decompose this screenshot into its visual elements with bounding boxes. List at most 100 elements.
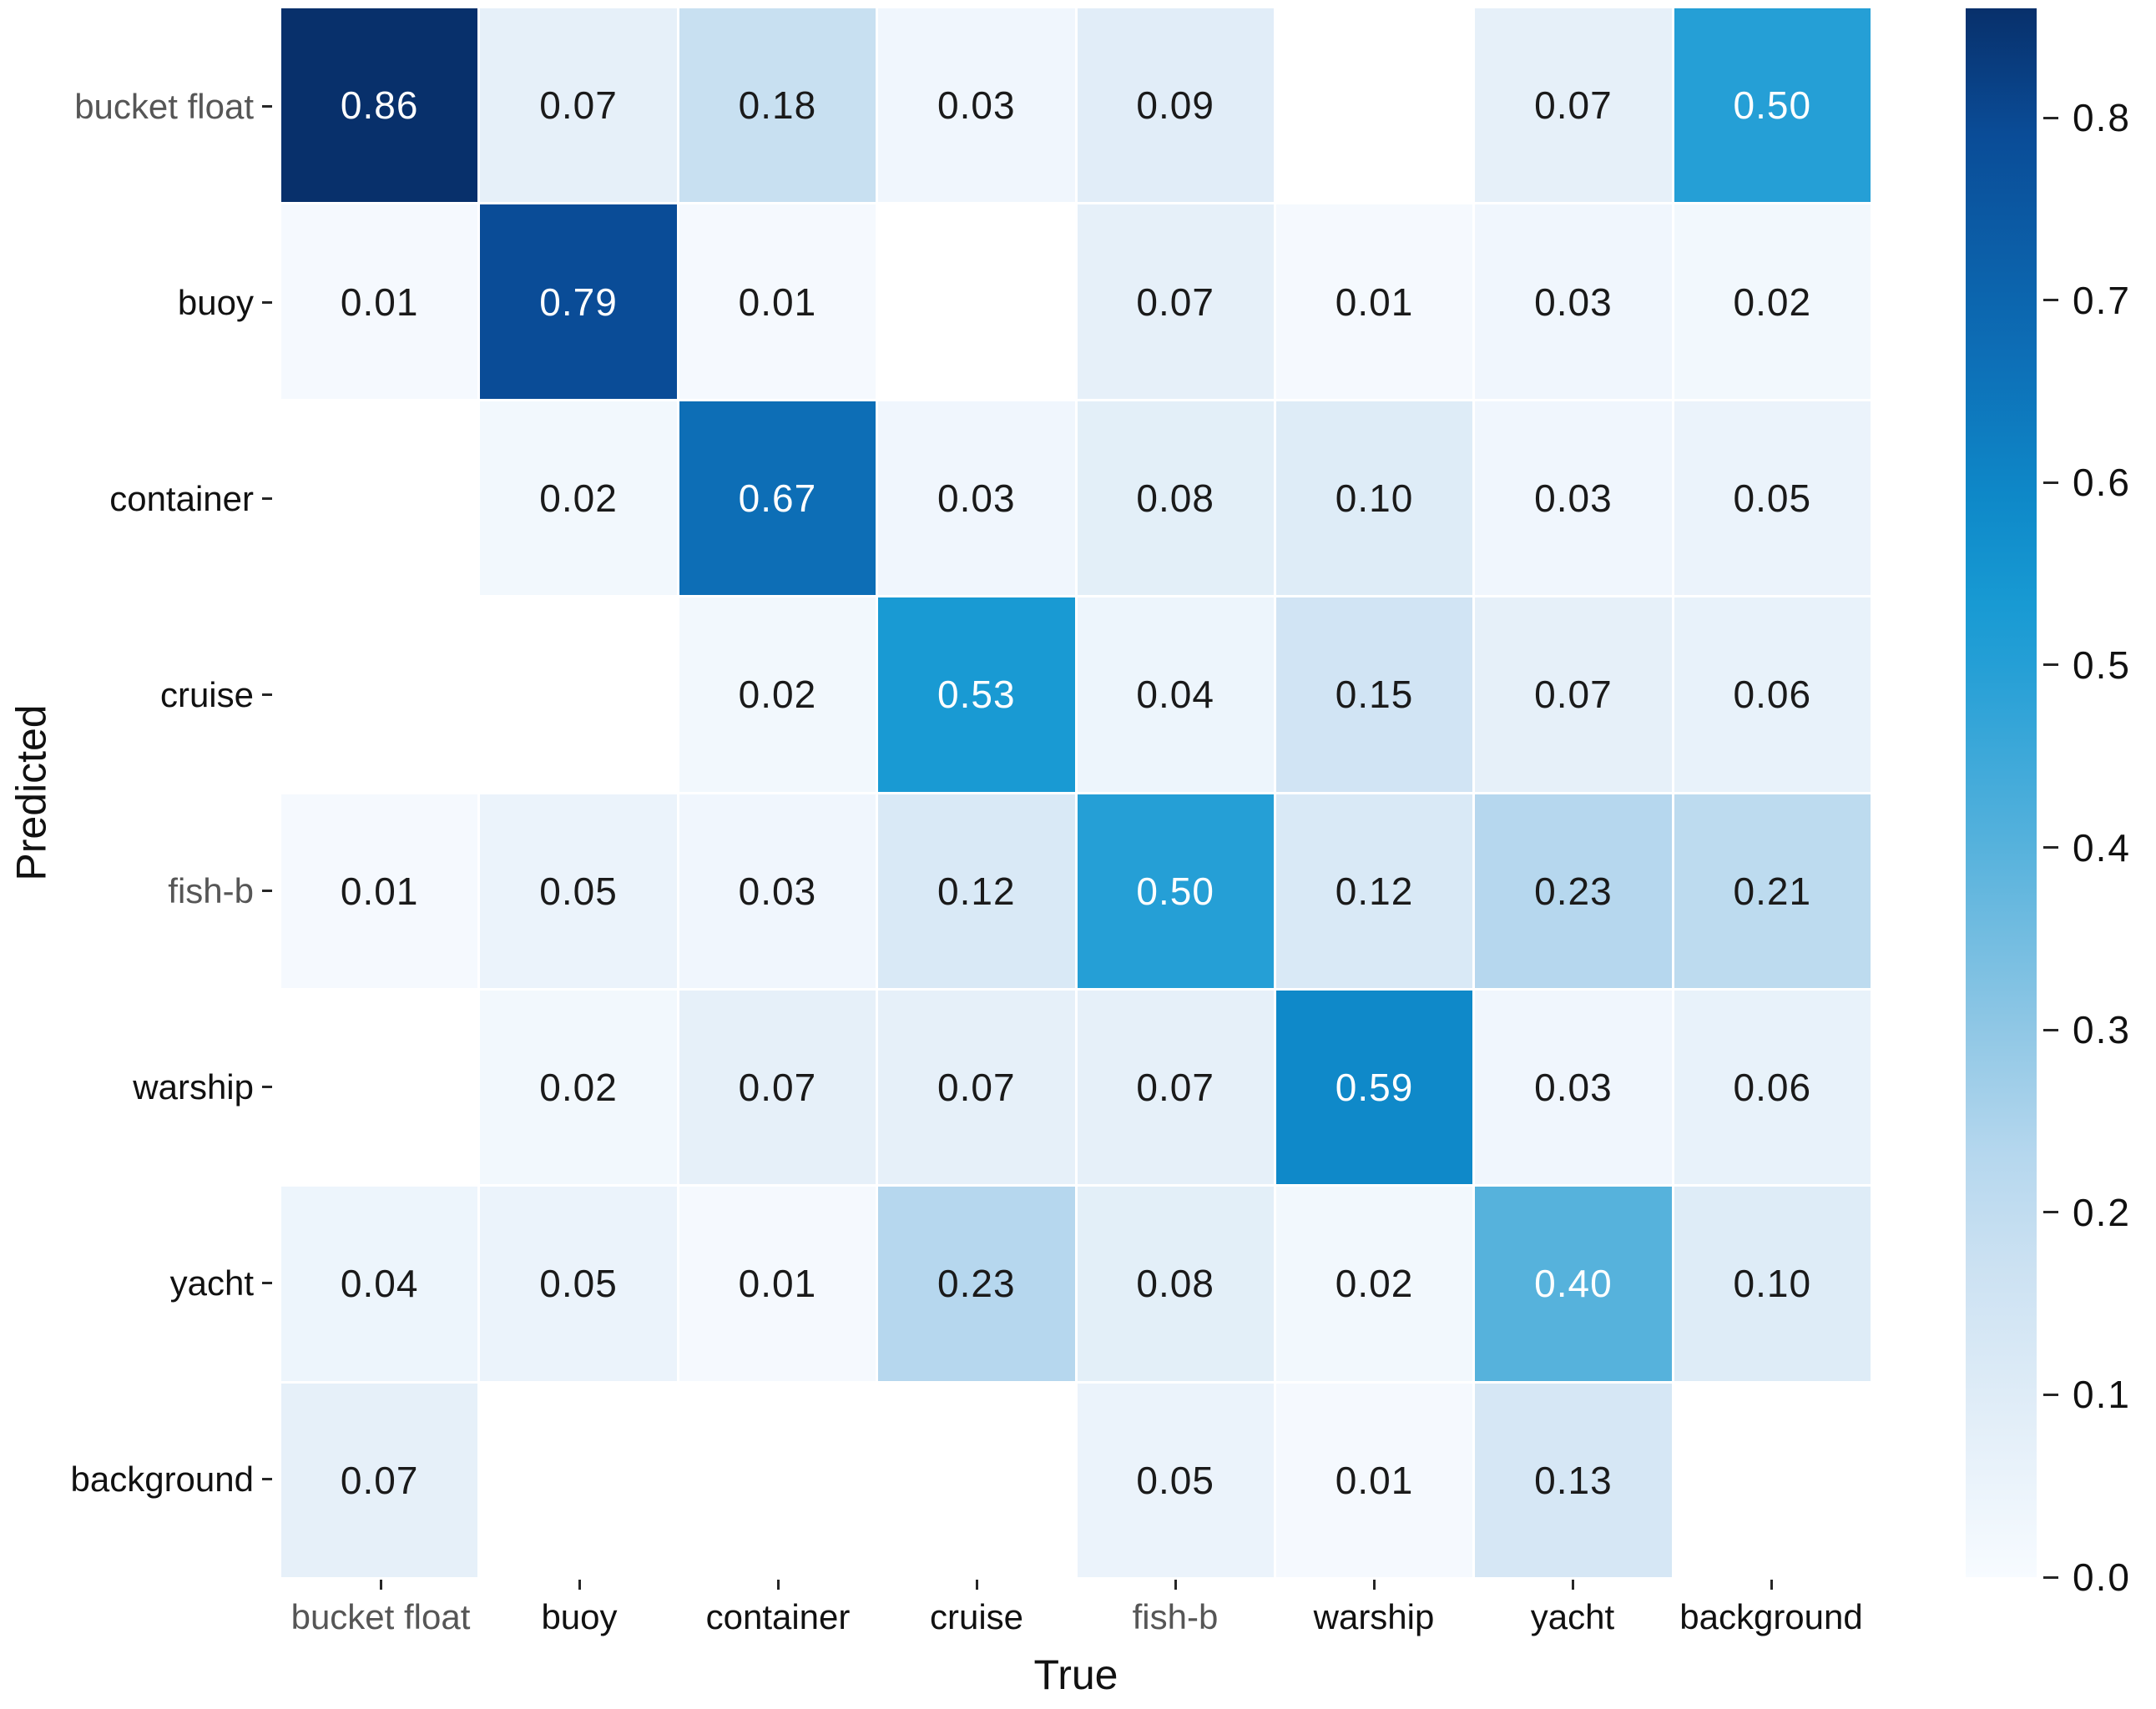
heatmap-cell: 0.09	[1077, 8, 1274, 203]
heatmap-cell: 0.01	[679, 1187, 876, 1381]
y-axis-label: fish-b	[168, 870, 254, 910]
heatmap-cell: 0.21	[1674, 794, 1871, 988]
heatmap-cell	[480, 1383, 677, 1577]
heatmap-cell: 0.01	[1275, 204, 1473, 399]
heatmap-cell	[878, 1383, 1075, 1577]
heatmap-cell: 0.05	[1674, 401, 1871, 596]
y-tick-mark	[262, 8, 272, 204]
y-axis-label: warship	[133, 1066, 254, 1107]
heatmap-cell: 0.15	[1275, 597, 1473, 792]
x-axis-label: cruise	[929, 1597, 1024, 1636]
colorbar-tick-label: 0.3	[2073, 1008, 2131, 1052]
colorbar-tick-mark	[2043, 1028, 2058, 1031]
heatmap-cell	[281, 401, 478, 596]
x-axis-label: bucket float	[290, 1597, 471, 1636]
x-axis-label: container	[705, 1597, 851, 1636]
x-axis-ticks	[281, 1580, 1871, 1591]
heatmap-cell: 0.50	[1674, 8, 1871, 203]
heatmap-cell: 0.02	[1275, 1187, 1473, 1381]
x-tick-mark	[877, 1580, 1076, 1591]
y-axis-label: container	[109, 478, 254, 518]
x-tick-mark	[1275, 1580, 1473, 1591]
y-tick-mark	[262, 597, 272, 793]
colorbar-tick-label: 0.8	[2073, 96, 2131, 140]
colorbar-tick-mark	[2043, 846, 2058, 849]
y-axis-label: background	[70, 1459, 255, 1499]
colorbar-tick-mark	[2043, 299, 2058, 302]
heatmap-cell: 0.40	[1475, 1187, 1672, 1381]
heatmap-cell	[1674, 1383, 1871, 1577]
y-axis-label: yacht	[169, 1263, 254, 1303]
x-tick-mark	[1473, 1580, 1672, 1591]
x-tick-mark	[281, 1580, 480, 1591]
colorbar-tick-mark	[2043, 116, 2058, 119]
y-tick-mark	[262, 1185, 272, 1381]
y-tick-mark	[262, 401, 272, 597]
x-axis-label: buoy	[541, 1597, 618, 1636]
colorbar-tick-label: 0.7	[2073, 278, 2131, 322]
heatmap-cell: 0.59	[1275, 990, 1473, 1185]
colorbar-tick-label: 0.6	[2073, 461, 2131, 505]
heatmap-cell: 0.07	[1077, 204, 1274, 399]
heatmap-cell: 0.07	[679, 990, 876, 1185]
x-tick-mark	[679, 1580, 877, 1591]
heatmap-cell: 0.13	[1475, 1383, 1672, 1577]
heatmap-cell	[281, 597, 478, 792]
heatmap-cell: 0.67	[679, 401, 876, 596]
heatmap-cell: 0.10	[1674, 1187, 1871, 1381]
colorbar: 0.8 0.7 0.6 0.5 0.4 0.3 0.2 0.1 0.0	[1966, 8, 2129, 1599]
heatmap-cell: 0.07	[480, 8, 677, 203]
heatmap-cell: 0.02	[480, 990, 677, 1185]
x-tick-mark	[1076, 1580, 1275, 1591]
x-tick-mark	[1672, 1580, 1871, 1591]
y-tick-mark	[262, 204, 272, 401]
heatmap-cell: 0.07	[281, 1383, 478, 1577]
heatmap-cell: 0.01	[1275, 1383, 1473, 1577]
heatmap-cell: 0.03	[878, 401, 1075, 596]
y-axis-label: cruise	[159, 674, 254, 714]
heatmap-cell: 0.07	[878, 990, 1075, 1185]
heatmap-cell	[679, 1383, 876, 1577]
y-tick-mark	[262, 793, 272, 989]
heatmap-cell: 0.23	[878, 1187, 1075, 1381]
heatmap-cell: 0.05	[1077, 1383, 1274, 1577]
heatmap-cell	[281, 990, 478, 1185]
heatmap-cell	[878, 204, 1075, 399]
colorbar-tick-mark	[2043, 1393, 2058, 1396]
heatmap-cell: 0.05	[480, 1187, 677, 1381]
heatmap-cell: 0.02	[480, 401, 677, 596]
heatmap-cell: 0.04	[281, 1187, 478, 1381]
x-axis-label: background	[1679, 1597, 1863, 1636]
colorbar-tick-mark	[2043, 1575, 2058, 1579]
x-axis-labels: bucket float buoy container cruise fish-b war…	[281, 1592, 1871, 1642]
x-axis-label: yacht	[1530, 1597, 1615, 1636]
heatmap-cell: 0.07	[1475, 8, 1672, 203]
heatmap-cell: 0.50	[1077, 794, 1274, 988]
y-axis-label: buoy	[177, 282, 254, 322]
x-axis-label: warship	[1313, 1597, 1435, 1636]
colorbar-tick-label: 0.1	[2073, 1373, 2131, 1417]
y-axis-labels: bucket float buoy container cruise fish-b war…	[0, 8, 260, 1577]
heatmap-cell: 0.07	[1077, 990, 1274, 1185]
heatmap-cell: 0.03	[679, 794, 876, 988]
colorbar-tick-label: 0.0	[2073, 1555, 2131, 1599]
colorbar-tick-label: 0.5	[2073, 643, 2131, 687]
heatmap-cell: 0.23	[1475, 794, 1672, 988]
colorbar-gradient	[1966, 8, 2037, 1577]
heatmap-cell: 0.01	[281, 794, 478, 988]
heatmap-cell: 0.01	[679, 204, 876, 399]
heatmap-cell: 0.03	[878, 8, 1075, 203]
colorbar-tick-mark	[2043, 481, 2058, 484]
heatmap-cell: 0.53	[878, 597, 1075, 792]
y-axis-ticks	[262, 8, 272, 1577]
heatmap-cell: 0.03	[1475, 204, 1672, 399]
heatmap-cell: 0.12	[878, 794, 1075, 988]
heatmap-grid: 0.86 0.07 0.18 0.03 0.09 0.07 0.50 0.01 0.79 0.01…	[281, 8, 1871, 1577]
heatmap-cell: 0.12	[1275, 794, 1473, 988]
y-tick-mark	[262, 989, 272, 1185]
x-tick-mark	[480, 1580, 679, 1591]
heatmap-cell	[1275, 8, 1473, 203]
heatmap-cell: 0.05	[480, 794, 677, 988]
heatmap-cell: 0.10	[1275, 401, 1473, 596]
heatmap-cell: 0.18	[679, 8, 876, 203]
